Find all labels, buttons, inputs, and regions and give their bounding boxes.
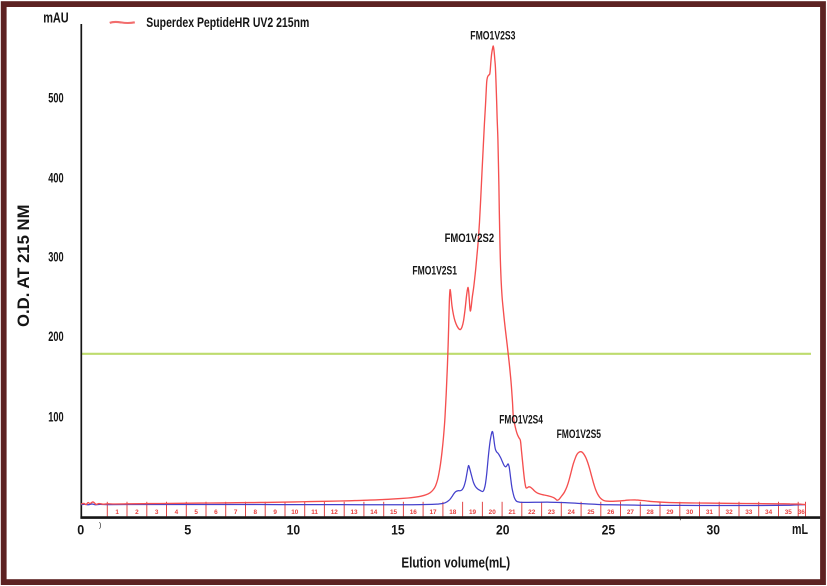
svg-text:24: 24: [568, 509, 576, 516]
svg-text:13: 13: [350, 509, 358, 516]
svg-text:36: 36: [798, 509, 806, 516]
svg-text:35: 35: [785, 509, 793, 516]
svg-text:32: 32: [726, 509, 734, 516]
svg-text:FMO1V2S3: FMO1V2S3: [470, 29, 515, 43]
svg-text:400: 400: [48, 169, 64, 185]
svg-text:33: 33: [745, 509, 753, 516]
svg-text:6: 6: [214, 509, 218, 516]
svg-text:30: 30: [686, 509, 694, 516]
svg-text:O.D. AT 215 NM: O.D. AT 215 NM: [15, 205, 33, 328]
svg-text:FMO1V2S1: FMO1V2S1: [412, 263, 457, 277]
svg-text:': ': [680, 518, 682, 527]
svg-text:17: 17: [429, 509, 437, 516]
svg-text:10: 10: [287, 521, 301, 537]
svg-text:8: 8: [254, 509, 258, 516]
svg-text:300: 300: [48, 249, 64, 265]
svg-text:200: 200: [48, 328, 64, 344]
svg-text:19: 19: [469, 509, 477, 516]
svg-text:Superdex PeptideHR UV2 215nm: Superdex PeptideHR UV2 215nm: [146, 14, 309, 30]
svg-text:11: 11: [311, 509, 318, 516]
svg-text:FMO1V2S5: FMO1V2S5: [557, 427, 602, 441]
svg-text:Elution volume(mL): Elution volume(mL): [401, 555, 510, 572]
svg-text:10: 10: [291, 509, 299, 516]
svg-text:15: 15: [391, 521, 405, 537]
svg-text:4: 4: [175, 509, 179, 516]
svg-text:mAU: mAU: [43, 11, 68, 27]
svg-text:21: 21: [508, 509, 516, 516]
svg-text:0: 0: [77, 521, 84, 537]
svg-text:14: 14: [370, 509, 378, 516]
svg-text:20: 20: [489, 509, 497, 516]
svg-text:12: 12: [331, 509, 339, 516]
svg-text:5: 5: [184, 521, 191, 537]
svg-text:100: 100: [48, 409, 64, 425]
svg-text:31: 31: [706, 509, 714, 516]
svg-text:25: 25: [587, 509, 595, 516]
svg-text:26: 26: [607, 509, 615, 516]
svg-text:28: 28: [647, 509, 655, 516]
svg-text:9: 9: [273, 509, 277, 516]
svg-text:29: 29: [666, 509, 674, 516]
svg-text:22: 22: [528, 509, 536, 516]
svg-text:500: 500: [48, 89, 64, 105]
svg-text:1: 1: [115, 509, 119, 516]
svg-text:20: 20: [496, 521, 510, 537]
svg-text:30: 30: [707, 521, 721, 537]
svg-text:5: 5: [194, 509, 198, 516]
svg-text:34: 34: [765, 509, 773, 516]
svg-text:): ): [99, 523, 101, 530]
svg-text:7: 7: [234, 509, 238, 516]
svg-text:FMO1V2S2: FMO1V2S2: [445, 231, 495, 245]
svg-text:15: 15: [390, 509, 398, 516]
svg-text:2: 2: [135, 509, 139, 516]
svg-text:FMO1V2S4: FMO1V2S4: [499, 413, 543, 427]
svg-text:mL: mL: [792, 521, 808, 538]
svg-text:16: 16: [410, 509, 418, 516]
svg-text:3: 3: [155, 509, 159, 516]
svg-text:18: 18: [449, 509, 457, 516]
svg-text:27: 27: [627, 509, 635, 516]
svg-text:25: 25: [602, 521, 616, 537]
svg-text:23: 23: [548, 509, 556, 516]
